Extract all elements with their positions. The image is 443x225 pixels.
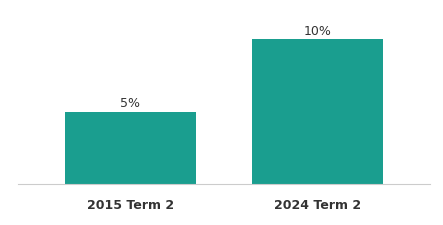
Bar xyxy=(252,40,383,184)
Text: 5%: 5% xyxy=(120,97,140,110)
Text: 10%: 10% xyxy=(303,25,331,38)
Bar xyxy=(65,112,196,184)
